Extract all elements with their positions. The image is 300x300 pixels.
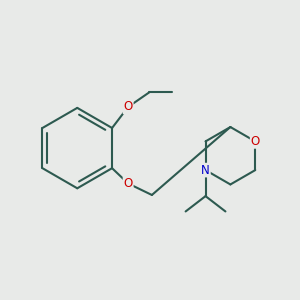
Text: N: N [201, 164, 210, 177]
Text: O: O [124, 100, 133, 113]
Text: O: O [250, 135, 260, 148]
Text: O: O [124, 177, 133, 190]
